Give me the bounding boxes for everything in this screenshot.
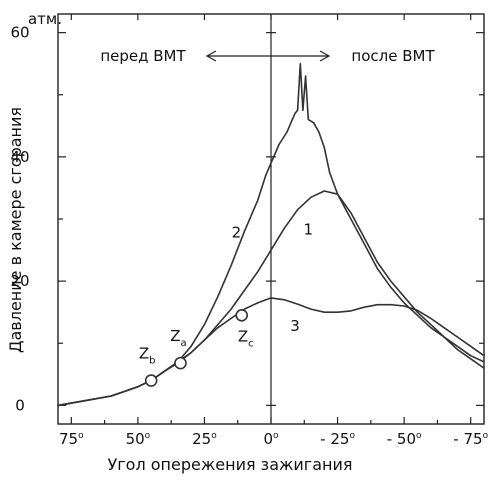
before-tdc-label: перед ВМТ (100, 47, 186, 65)
x-tick-label: 75o (59, 430, 84, 448)
series-label-2: 2 (232, 224, 242, 242)
point-label-Zc: Zc (238, 327, 254, 349)
series-line-2 (57, 62, 485, 407)
arrow-right-head (319, 50, 331, 62)
y-tick-label: 20 (10, 272, 29, 290)
x-tick-label: 50o (126, 430, 151, 448)
after-tdc-label: после ВМТ (351, 47, 435, 65)
y-tick-label: 60 (10, 24, 29, 42)
y-tick-label: 0 (15, 396, 25, 414)
x-tick-label: - 50o (387, 430, 422, 448)
series-label-1: 1 (304, 221, 314, 239)
y-tick-label: 40 (10, 148, 29, 166)
series-line-3 (57, 297, 485, 407)
x-axis-title: Угол опережения зажигания (108, 455, 353, 474)
series-label-3: 3 (290, 317, 300, 335)
point-Zb (144, 374, 158, 387)
arrow-left-head (205, 50, 217, 62)
y-axis-title: Давление в камере сгорания (6, 107, 25, 353)
chart-marks: 0 20 40 60 75o 50o 25o 0o - 25o - 50o - 75o Угол оп… (6, 10, 489, 474)
y-unit-label: атм. (28, 10, 62, 28)
point-Zc (235, 308, 249, 322)
point-Za (174, 356, 187, 370)
x-tick-label: - 75o (453, 430, 488, 448)
point-label-Zb: Zb (139, 345, 156, 367)
x-tick-label: 25o (192, 430, 217, 448)
x-tick-label: 0o (263, 430, 279, 448)
point-label-Za: Za (170, 327, 186, 349)
x-tick-label: - 25o (320, 430, 355, 448)
